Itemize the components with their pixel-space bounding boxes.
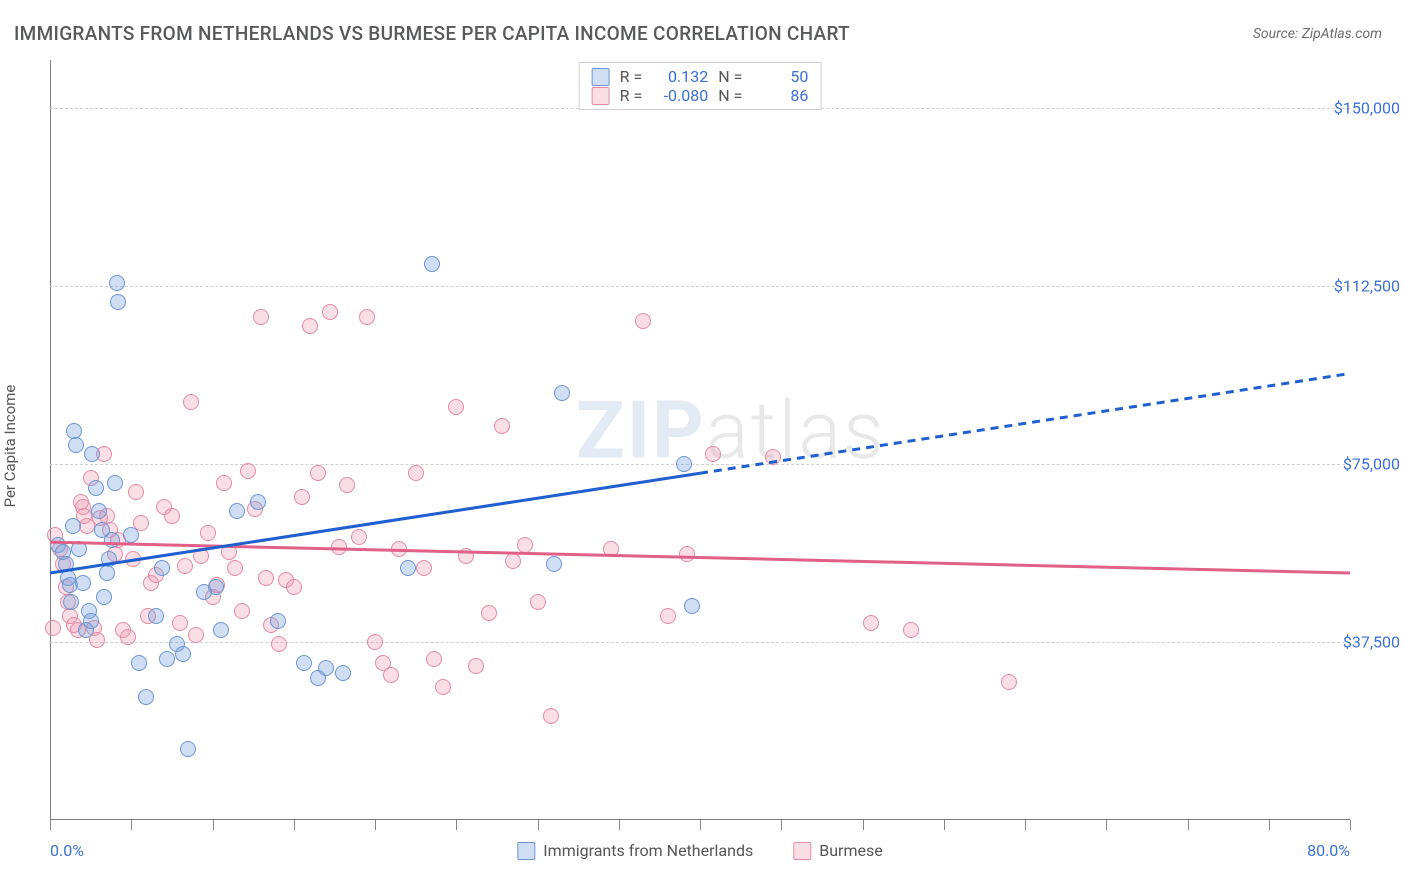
x-tick xyxy=(50,820,51,830)
swatch-series-b xyxy=(592,87,610,105)
trend-line xyxy=(50,473,700,573)
source-attribution: Source: ZipAtlas.com xyxy=(1253,26,1382,42)
x-tick xyxy=(213,820,214,830)
stat-b-r-value: -0.080 xyxy=(652,86,708,105)
stats-box: R = 0.132 N = 50 R = -0.080 N = 86 xyxy=(579,62,822,110)
x-tick xyxy=(781,820,782,830)
x-tick xyxy=(1269,820,1270,830)
stat-a-n-label: N = xyxy=(718,67,742,86)
stats-row-a: R = 0.132 N = 50 xyxy=(592,67,809,86)
x-tick xyxy=(700,820,701,830)
x-tick xyxy=(619,820,620,830)
x-tick xyxy=(1188,820,1189,830)
trend-lines-svg xyxy=(50,60,1350,820)
x-axis-max-label: 80.0% xyxy=(1307,841,1350,860)
x-tick xyxy=(1025,820,1026,830)
x-tick xyxy=(294,820,295,830)
legend-item-a: Immigrants from Netherlands xyxy=(517,841,753,860)
stat-b-r-label: R = xyxy=(620,86,643,105)
trend-line xyxy=(50,542,1350,573)
chart-title: IMMIGRANTS FROM NETHERLANDS VS BURMESE P… xyxy=(14,22,850,45)
trend-line-dashed xyxy=(700,374,1350,474)
stat-b-n-label: N = xyxy=(718,86,742,105)
stat-b-n-value: 86 xyxy=(752,86,808,105)
x-tick xyxy=(456,820,457,830)
legend-label-b: Burmese xyxy=(819,841,882,860)
x-axis-min-label: 0.0% xyxy=(50,841,84,860)
x-tick xyxy=(375,820,376,830)
swatch-series-a xyxy=(592,68,610,86)
y-axis-title: Per Capita Income xyxy=(1,385,19,508)
chart-page: IMMIGRANTS FROM NETHERLANDS VS BURMESE P… xyxy=(0,0,1406,892)
x-tick xyxy=(1350,820,1351,830)
stat-a-r-label: R = xyxy=(620,67,643,86)
x-tick xyxy=(944,820,945,830)
x-tick xyxy=(131,820,132,830)
stat-a-r-value: 0.132 xyxy=(652,67,708,86)
x-tick xyxy=(538,820,539,830)
legend-bottom: Immigrants from Netherlands Burmese xyxy=(517,841,882,860)
plot-area: $37,500$75,000$112,500$150,000 ZIPatlas … xyxy=(50,60,1350,820)
x-tick xyxy=(863,820,864,830)
legend-label-a: Immigrants from Netherlands xyxy=(543,841,753,860)
stats-row-b: R = -0.080 N = 86 xyxy=(592,86,809,105)
x-tick xyxy=(1106,820,1107,830)
legend-swatch-b xyxy=(793,842,811,860)
legend-swatch-a xyxy=(517,842,535,860)
stat-a-n-value: 50 xyxy=(752,67,808,86)
legend-item-b: Burmese xyxy=(793,841,882,860)
